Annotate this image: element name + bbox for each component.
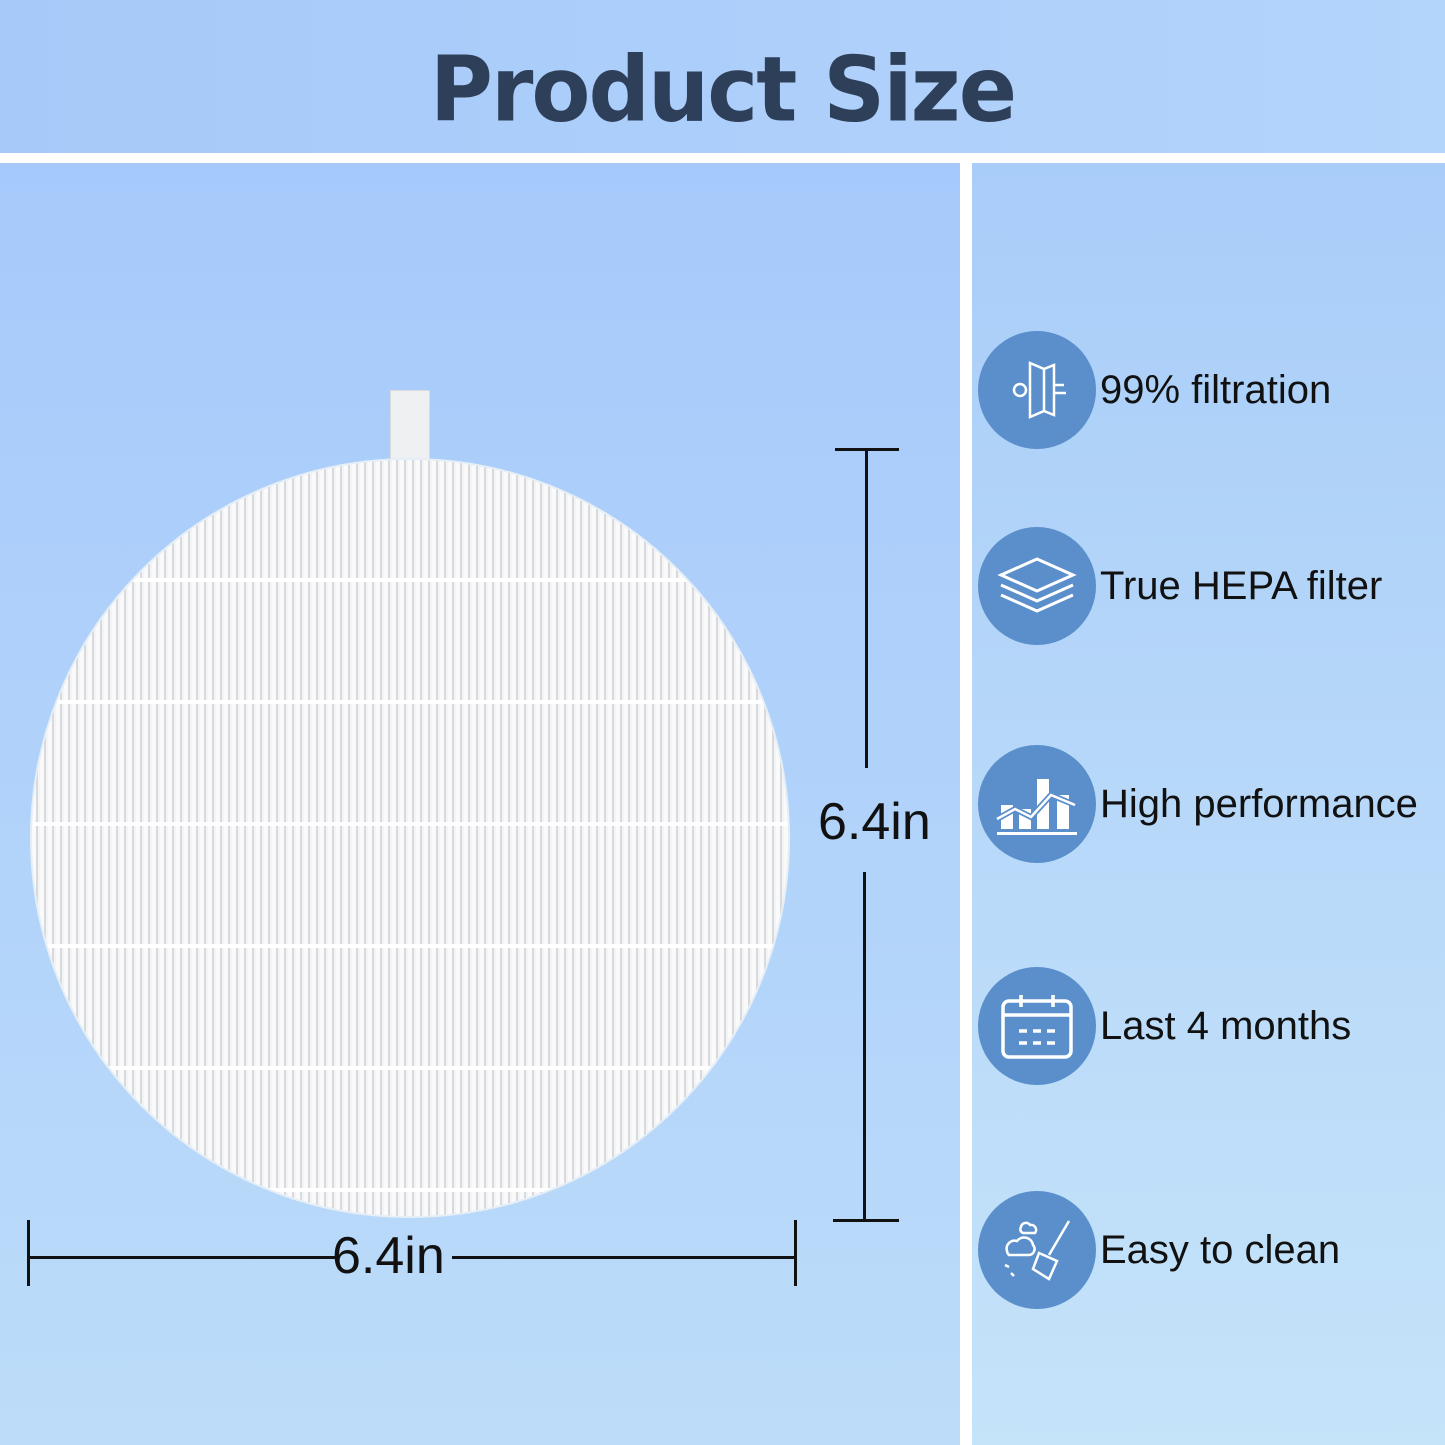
layers-icon	[978, 527, 1096, 645]
header-band	[0, 0, 1445, 153]
feature-filtration: 99% filtration	[978, 330, 1331, 450]
calendar-icon	[978, 967, 1096, 1085]
dimension-cap-left	[27, 1220, 30, 1286]
dimension-line-horizontal	[27, 1256, 337, 1259]
filter-pull-tab	[390, 390, 430, 462]
dimension-cap-bottom	[833, 1219, 899, 1222]
hepa-filter-image	[30, 458, 790, 1218]
width-label: 6.4in	[332, 1227, 445, 1285]
dimension-line-horizontal	[452, 1256, 796, 1259]
page-title: Product Size	[429, 37, 1017, 143]
dimension-line-vertical	[863, 872, 866, 1222]
chart-icon	[978, 745, 1096, 863]
feature-hepa: True HEPA filter	[978, 526, 1382, 646]
feature-performance: High performance	[978, 744, 1418, 864]
dimension-line-vertical	[865, 448, 868, 768]
broom-icon	[978, 1191, 1096, 1309]
feature-cleaning: Easy to clean	[978, 1190, 1340, 1310]
feature-lifespan: Last 4 months	[978, 966, 1351, 1086]
filtration-icon	[978, 331, 1096, 449]
dimension-cap-right	[794, 1220, 797, 1286]
height-label: 6.4in	[818, 793, 931, 851]
